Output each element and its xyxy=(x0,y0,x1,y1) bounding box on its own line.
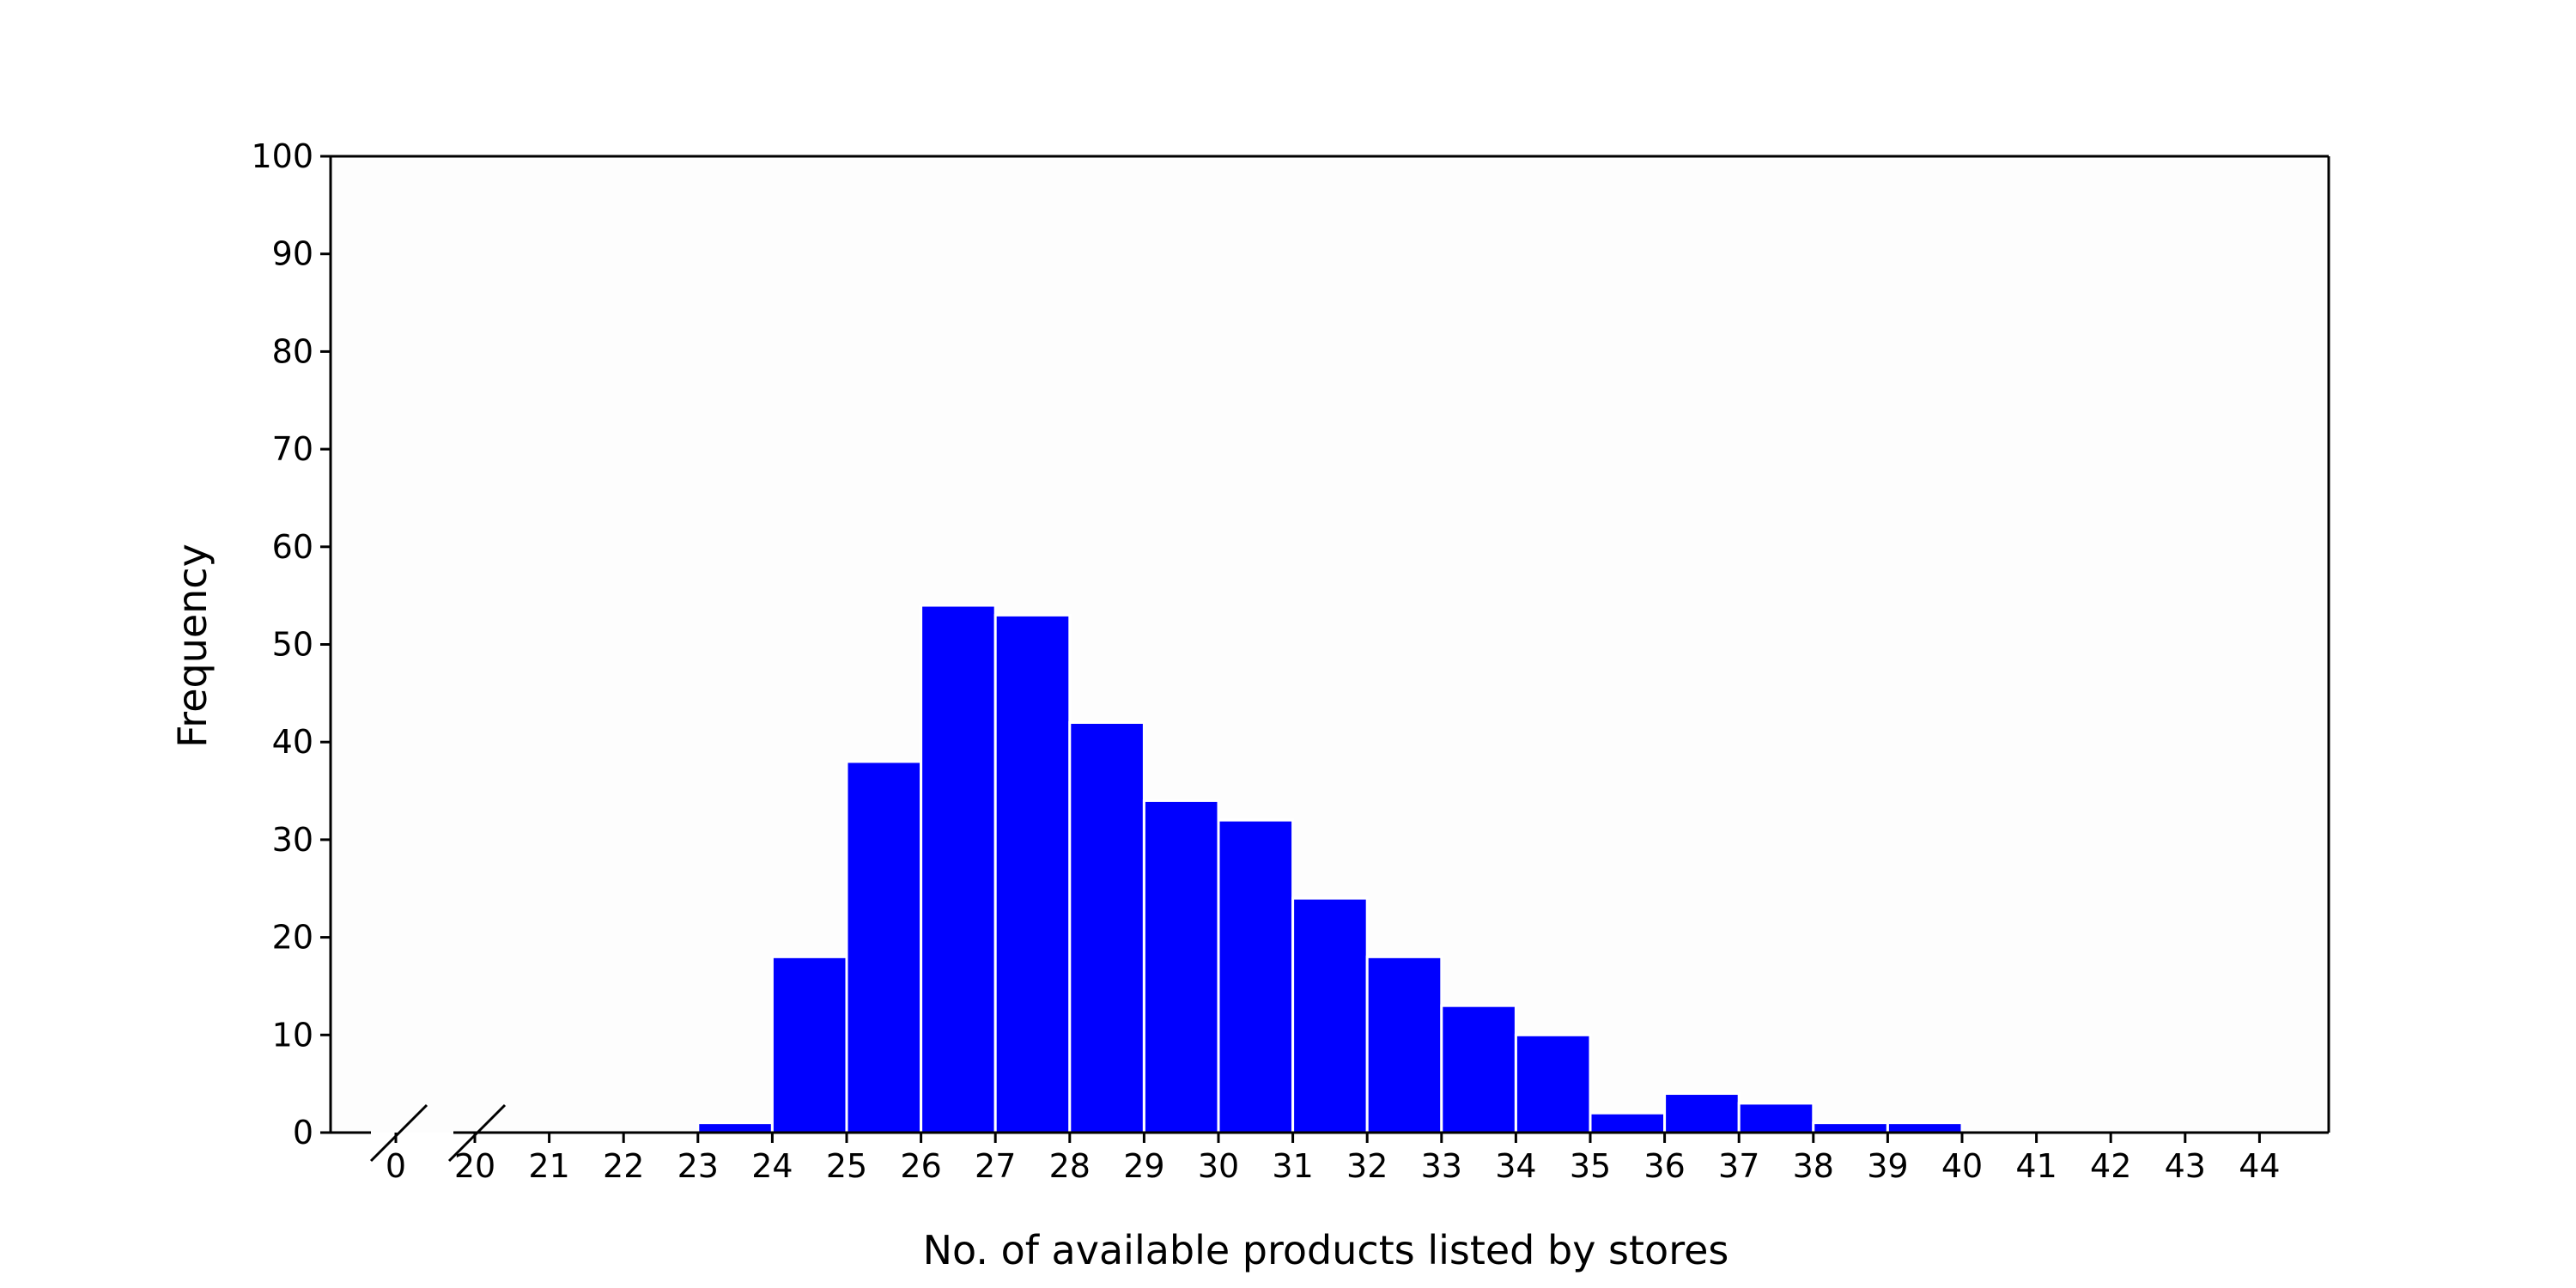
x-tick-label-22: 22 xyxy=(603,1147,644,1185)
x-tick-label-33: 33 xyxy=(1421,1147,1462,1185)
bar-39-40 xyxy=(1886,1121,1964,1134)
x-tick-label-32: 32 xyxy=(1346,1147,1388,1185)
x-tick-label-37: 37 xyxy=(1718,1147,1759,1185)
bar-37-38 xyxy=(1737,1102,1815,1134)
y-axis-title: Frequency xyxy=(169,544,216,748)
y-tick-label-70: 70 xyxy=(272,430,313,468)
axis-break-mark-right xyxy=(447,1103,507,1163)
x-tick-label-42: 42 xyxy=(2090,1147,2131,1185)
x-tick-label-34: 34 xyxy=(1495,1147,1536,1185)
bar-38-39 xyxy=(1812,1121,1889,1134)
x-tick-label-25: 25 xyxy=(826,1147,867,1185)
bar-34-35 xyxy=(1514,1033,1592,1134)
x-tick-label-20: 20 xyxy=(454,1147,495,1185)
y-tick-label-10: 10 xyxy=(272,1016,313,1054)
bars-layer xyxy=(696,604,1964,1134)
x-tick-label-28: 28 xyxy=(1049,1147,1091,1185)
x-tick-label-29: 29 xyxy=(1123,1147,1164,1185)
y-tick-label-90: 90 xyxy=(272,235,313,273)
bar-27-28 xyxy=(993,613,1072,1134)
bar-35-36 xyxy=(1589,1111,1667,1134)
bar-29-30 xyxy=(1142,799,1220,1134)
y-tick-label-50: 50 xyxy=(272,626,313,664)
axis-break-mark-left xyxy=(369,1103,428,1163)
bar-31-32 xyxy=(1291,896,1369,1134)
bar-33-34 xyxy=(1440,1004,1517,1134)
x-tick-label-21: 21 xyxy=(528,1147,569,1185)
x-tick-label-27: 27 xyxy=(975,1147,1016,1185)
y-tick-label-20: 20 xyxy=(272,919,313,957)
x-tick-label-44: 44 xyxy=(2239,1147,2280,1185)
ticks-layer: 0 10 20 30 40 50 60 70 80 90 100 0 20 21 22 23 24 25 26 27 2… xyxy=(251,137,2280,1185)
bar-36-37 xyxy=(1663,1092,1741,1134)
x-tick-label-26: 26 xyxy=(900,1147,941,1185)
x-tick-label-36: 36 xyxy=(1643,1147,1685,1185)
x-tick-label-43: 43 xyxy=(2165,1147,2206,1185)
y-tick-label-80: 80 xyxy=(272,332,313,370)
bar-32-33 xyxy=(1365,955,1443,1134)
axes-layer xyxy=(329,155,2330,1163)
x-tick-label-0: 0 xyxy=(386,1147,406,1185)
x-tick-label-39: 39 xyxy=(1867,1147,1908,1185)
bar-25-26 xyxy=(845,760,923,1134)
bar-30-31 xyxy=(1217,818,1295,1134)
x-tick-label-40: 40 xyxy=(1941,1147,1983,1185)
x-tick-label-24: 24 xyxy=(751,1147,793,1185)
y-tick-label-30: 30 xyxy=(272,821,313,859)
bar-24-25 xyxy=(770,955,848,1134)
x-tick-label-41: 41 xyxy=(2015,1147,2057,1185)
y-tick-label-40: 40 xyxy=(272,723,313,761)
x-axis-title: No. of available products listed by stor… xyxy=(923,1227,1729,1273)
x-tick-label-31: 31 xyxy=(1272,1147,1313,1185)
x-tick-label-35: 35 xyxy=(1570,1147,1611,1185)
x-tick-label-23: 23 xyxy=(677,1147,719,1185)
x-tick-label-30: 30 xyxy=(1198,1147,1239,1185)
bar-28-29 xyxy=(1068,720,1145,1134)
bar-23-24 xyxy=(696,1121,774,1134)
y-tick-label-100: 100 xyxy=(251,137,313,175)
y-tick-label-60: 60 xyxy=(272,528,313,566)
x-tick-label-38: 38 xyxy=(1793,1147,1834,1185)
y-tick-label-0: 0 xyxy=(293,1114,313,1151)
bar-26-27 xyxy=(920,604,997,1134)
